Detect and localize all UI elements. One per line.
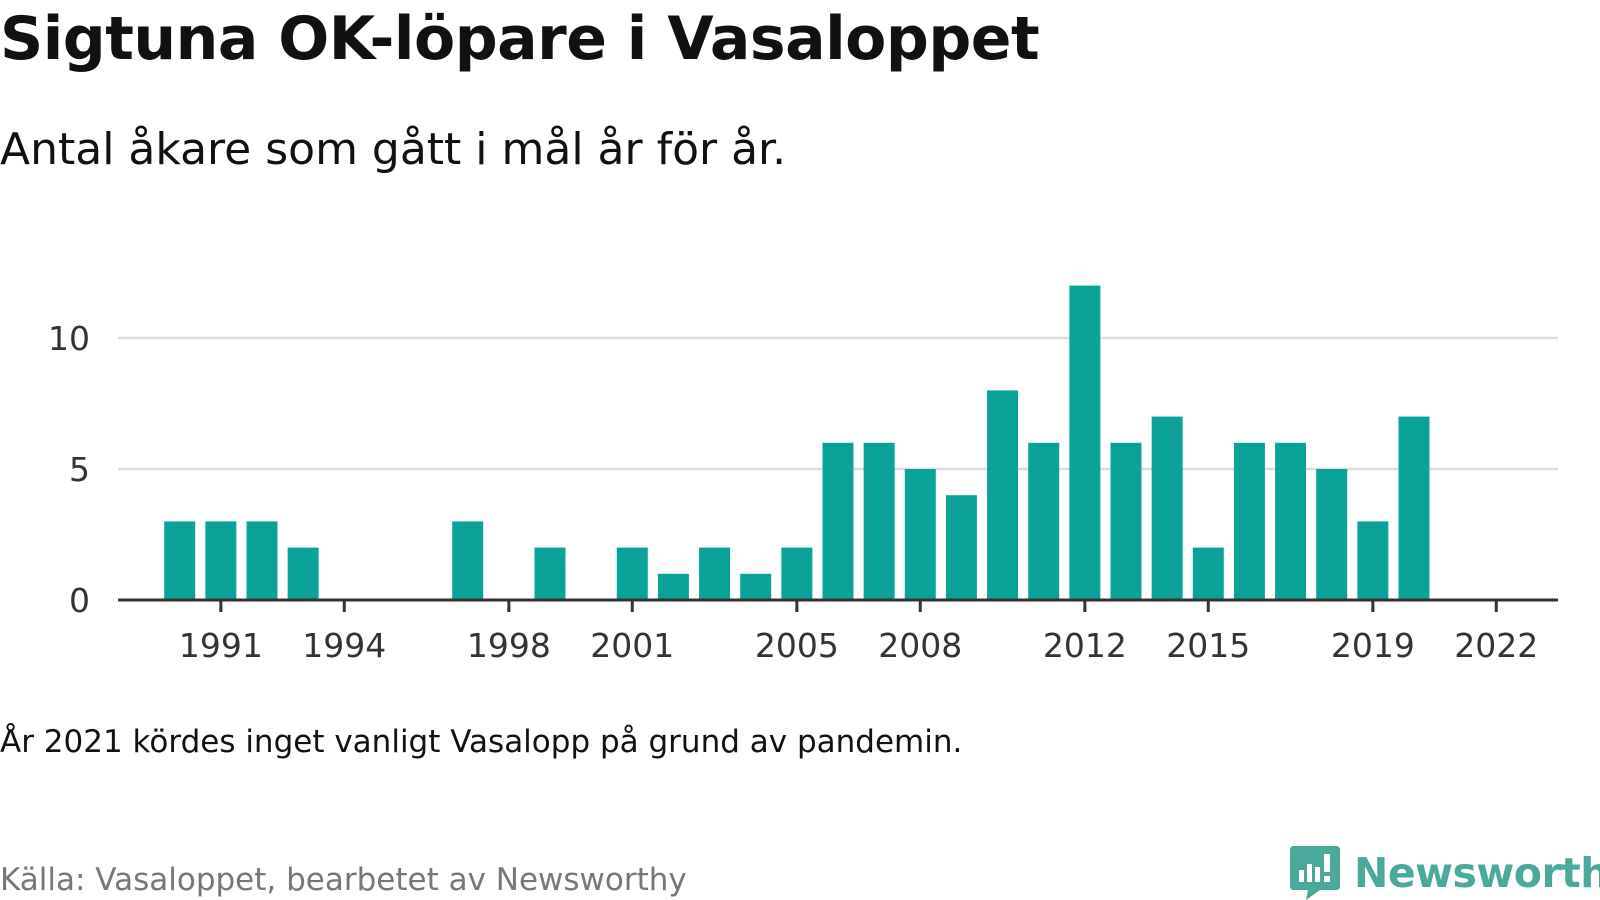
bar — [1316, 469, 1348, 600]
x-tick-label: 2005 — [755, 626, 839, 665]
brand-logo: Newsworthy — [1290, 846, 1600, 900]
bar — [287, 547, 319, 600]
x-tick-label: 1991 — [179, 626, 263, 665]
bar — [945, 495, 977, 600]
x-tick-label: 2012 — [1043, 626, 1127, 665]
x-tick-label: 2022 — [1454, 626, 1538, 665]
x-tick-label: 2008 — [878, 626, 962, 665]
brand-name: Newsworthy — [1354, 849, 1600, 897]
bar — [452, 521, 484, 600]
chart-note: År 2021 kördes inget vanligt Vasalopp på… — [0, 724, 963, 760]
bars — [164, 285, 1430, 600]
bar — [616, 547, 648, 600]
x-tick-label: 2015 — [1166, 626, 1250, 665]
source-credit: Källa: Vasaloppet, bearbetet av Newswort… — [0, 862, 687, 898]
x-tick-label: 1998 — [467, 626, 551, 665]
bar — [657, 573, 689, 600]
chart-title: Sigtuna OK-löpare i Vasaloppet — [0, 4, 1040, 74]
bar — [781, 547, 813, 600]
bar — [1398, 416, 1430, 600]
bar-chart: 0 5 10 1991 1994 1998 2001 2005 2008 2012 2015 2019… — [48, 285, 1558, 665]
bar — [164, 521, 196, 600]
y-tick-label: 0 — [69, 581, 90, 620]
chart-subtitle: Antal åkare som gått i mål år för år. — [0, 124, 787, 175]
bar — [863, 442, 895, 600]
bar — [740, 573, 772, 600]
bar — [699, 547, 731, 600]
bar — [1151, 416, 1183, 600]
bar — [1192, 547, 1224, 600]
bar — [1110, 442, 1142, 600]
bar — [1357, 521, 1389, 600]
bar — [246, 521, 278, 600]
bar — [822, 442, 854, 600]
bar — [1028, 442, 1060, 600]
x-tick-label: 1994 — [302, 626, 386, 665]
y-tick-label: 5 — [69, 450, 90, 489]
newsworthy-logo-icon — [1290, 846, 1340, 900]
bar — [1069, 285, 1101, 600]
tick-labels: 0 5 10 1991 1994 1998 2001 2005 2008 2012 2015 2019… — [48, 319, 1538, 665]
y-tick-label: 10 — [48, 319, 90, 358]
x-tick-label: 2019 — [1331, 626, 1415, 665]
bar — [1233, 442, 1265, 600]
bar — [205, 521, 237, 600]
bar — [987, 390, 1019, 600]
bar — [1275, 442, 1307, 600]
bar — [904, 469, 936, 600]
axes — [118, 598, 1558, 612]
x-tick-label: 2001 — [590, 626, 674, 665]
bar — [534, 547, 566, 600]
